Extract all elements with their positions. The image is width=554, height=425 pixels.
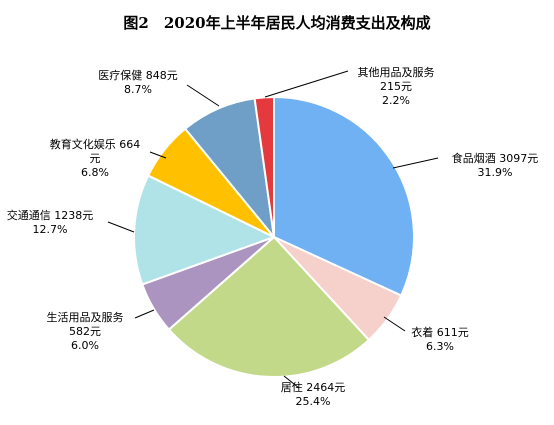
- slice-label-line: 6.8%: [81, 166, 109, 179]
- slice-label-line: 582元: [69, 325, 101, 338]
- slice-label-line: 215元: [380, 80, 412, 93]
- pie-slice-0: [273, 95, 415, 297]
- pie-slice-2: [167, 235, 371, 378]
- pie-slice-7: [253, 95, 275, 238]
- chart-title: 图2 2020年上半年居民人均消费支出及构成: [123, 14, 431, 32]
- slice-label-line: 元: [90, 152, 101, 165]
- leader-line-6: [186, 84, 220, 107]
- slice-label-line: 2.2%: [382, 94, 410, 107]
- slice-label-line: 其他用品及服务: [358, 66, 435, 79]
- slice-label-line: 食品烟酒 3097元: [452, 151, 539, 165]
- slice-label-line: 交通通信 1238元: [7, 208, 94, 222]
- leader-line-0: [392, 157, 439, 169]
- slice-label-line: 8.7%: [124, 83, 152, 96]
- slice-label-line: 12.7%: [33, 223, 68, 236]
- leader-line-1: [383, 316, 406, 332]
- slice-label-line: 31.9%: [478, 166, 513, 179]
- slice-label-line: 6.0%: [71, 339, 99, 352]
- slice-label-line: 教育文化娱乐 664: [50, 137, 141, 151]
- leader-line-5: [149, 151, 167, 159]
- leader-line-7: [264, 70, 349, 98]
- slice-label-line: 25.4%: [296, 395, 331, 408]
- slice-label-line: 生活用品及服务: [47, 310, 124, 324]
- leader-line-2: [283, 375, 300, 389]
- slice-label-line: 医疗保健 848元: [98, 68, 178, 82]
- pie-slice-4: [133, 174, 277, 286]
- slice-label-line: 居住 2464元: [281, 380, 346, 394]
- slice-label-line: 衣着 611元: [411, 325, 469, 339]
- leader-line-4: [107, 221, 135, 233]
- slice-label-line: 6.3%: [426, 340, 454, 353]
- leader-line-3: [134, 309, 155, 319]
